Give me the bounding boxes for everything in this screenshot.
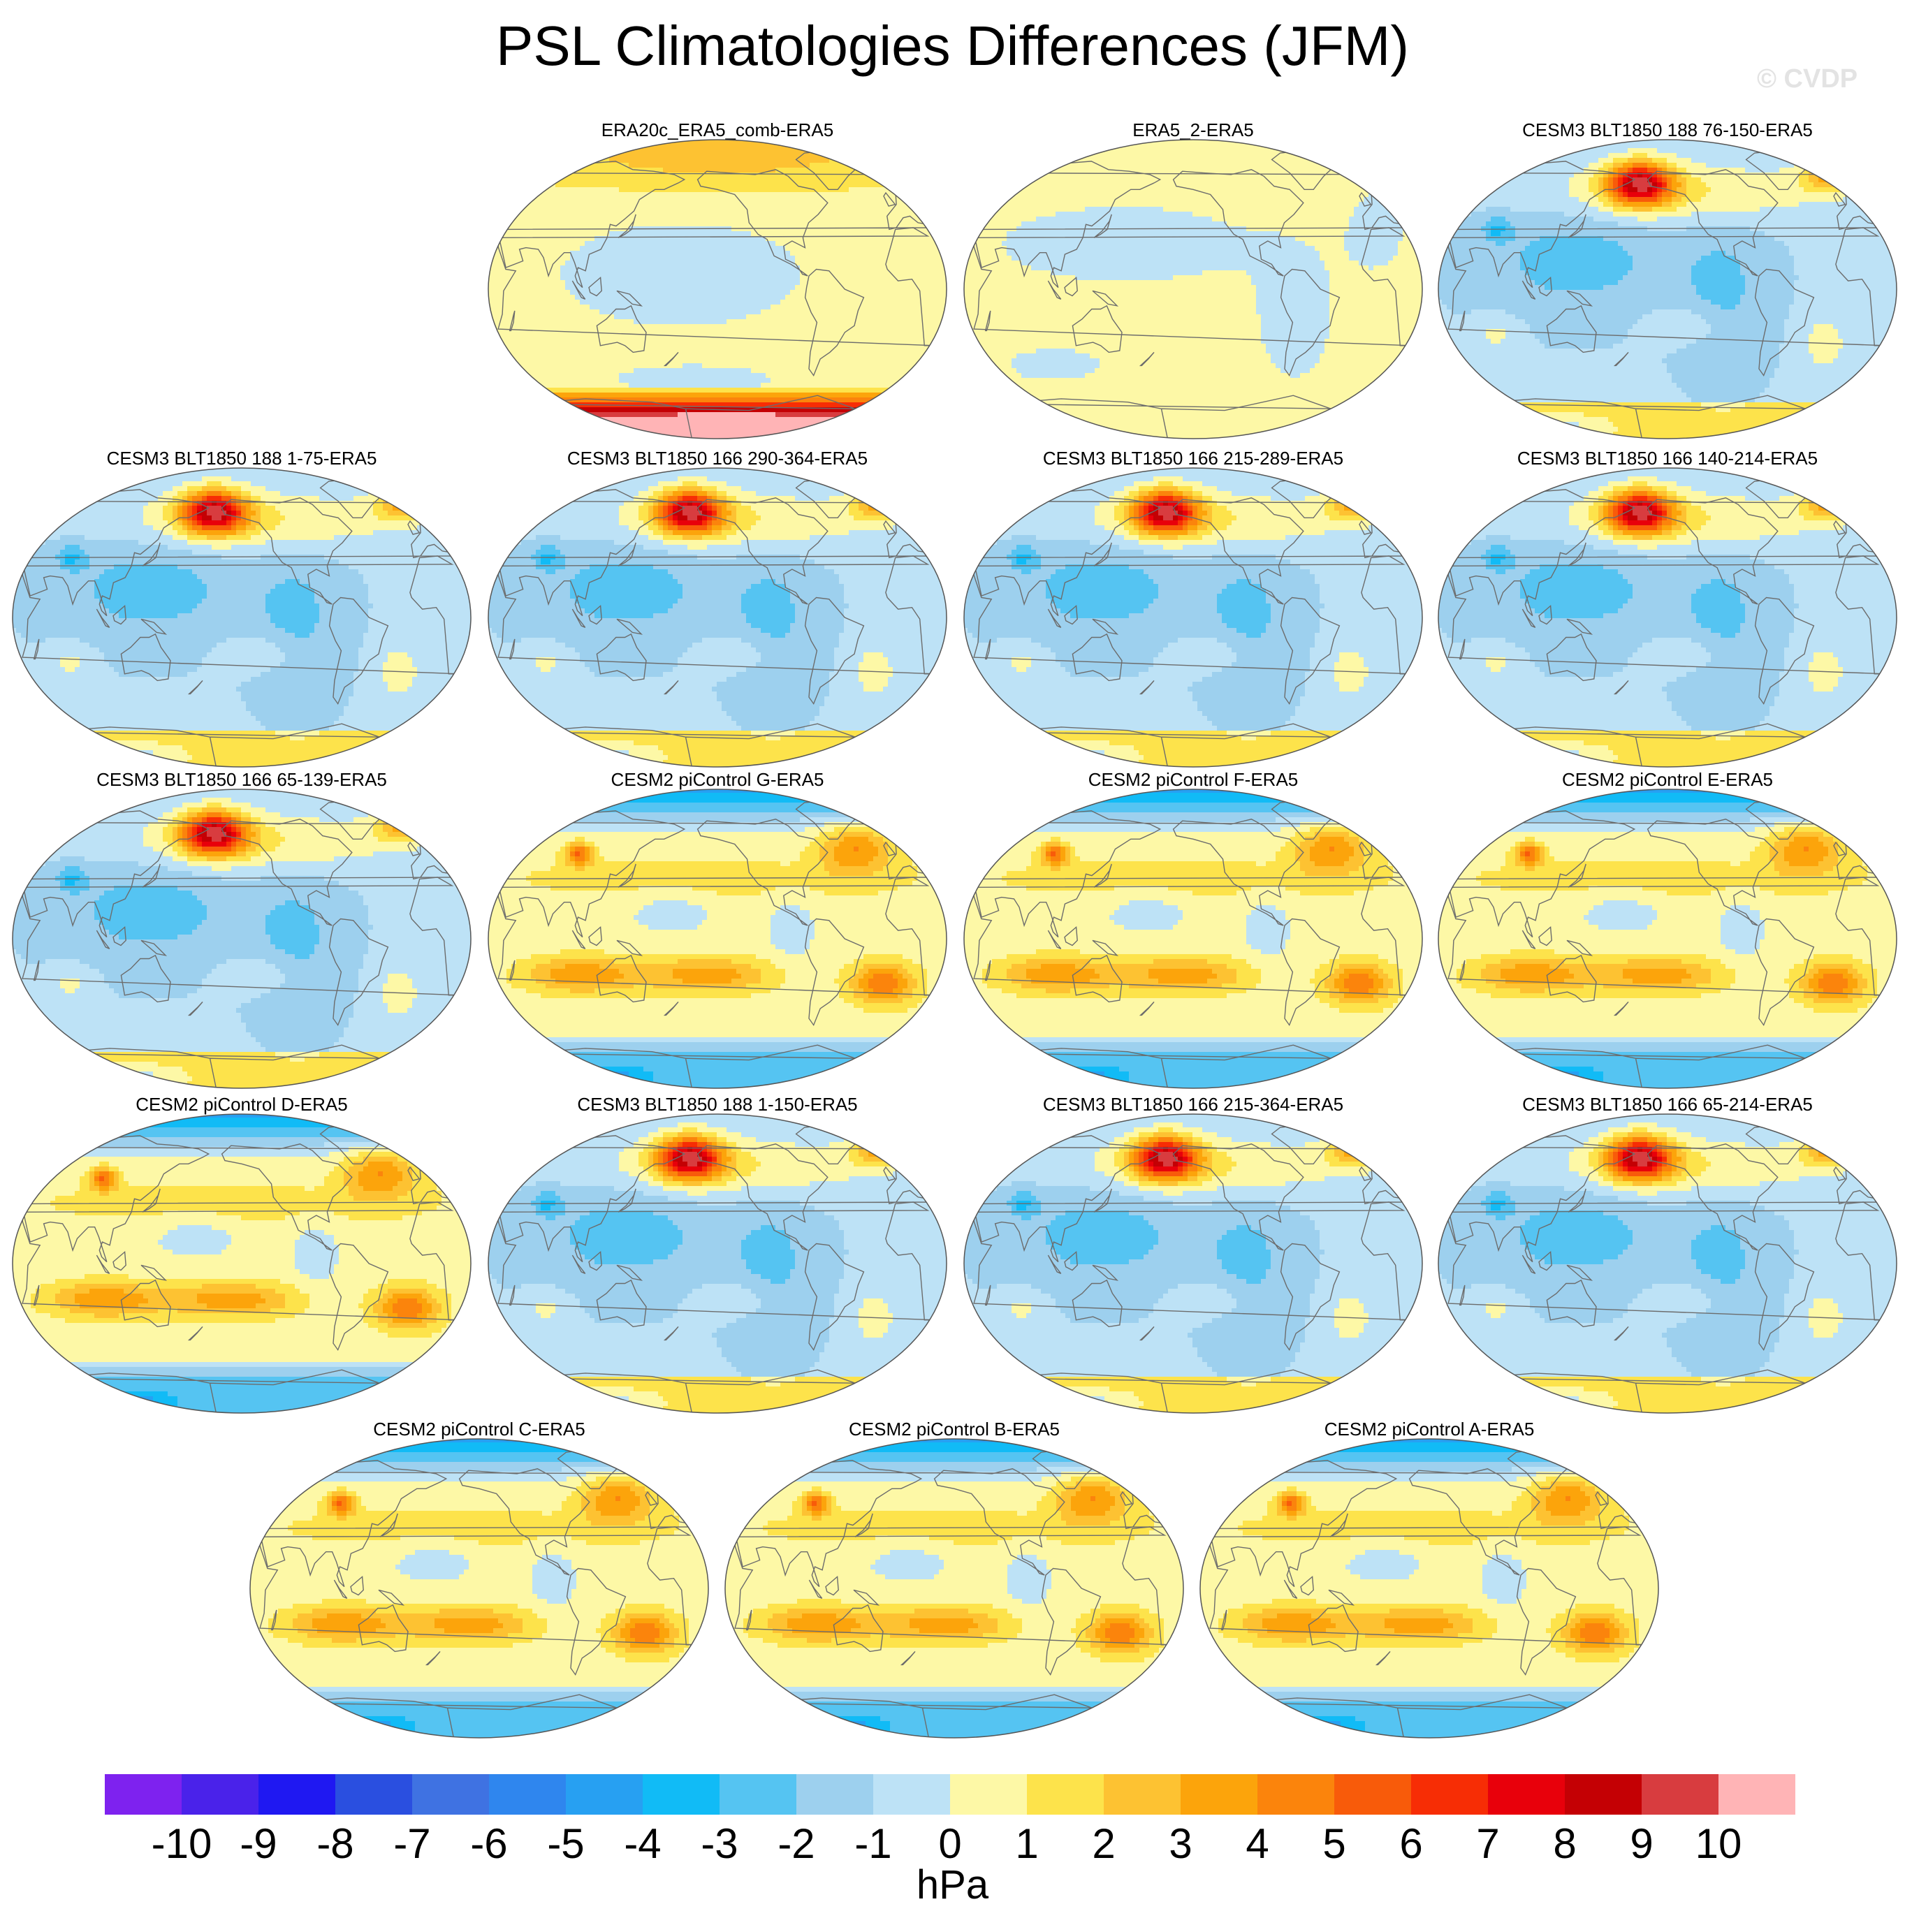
- map-plot: [487, 788, 948, 1090]
- colorbar-tick-label: 1: [1015, 1820, 1038, 1865]
- watermark: © CVDP: [1757, 64, 1857, 94]
- map-panel: CESM2 piControl E-ERA5: [1437, 768, 1898, 1090]
- colorbar-swatch: [1181, 1774, 1257, 1815]
- colorbar-tick-label: 5: [1322, 1820, 1345, 1865]
- colorbar-swatch: [643, 1774, 720, 1815]
- colorbar-tick-label: -3: [701, 1820, 738, 1865]
- colorbar-tick-label: 9: [1630, 1820, 1653, 1865]
- colorbar-swatch: [489, 1774, 566, 1815]
- map-panel: ERA5_2-ERA5: [963, 119, 1424, 440]
- colorbar-tick-label: -7: [393, 1820, 430, 1865]
- colorbar-swatch: [1565, 1774, 1642, 1815]
- colorbar-tick-label: -8: [316, 1820, 353, 1865]
- colorbar-tick-label: -4: [624, 1820, 661, 1865]
- map-panel: CESM3 BLT1850 188 1-150-ERA5: [487, 1093, 948, 1414]
- colorbar-swatch: [950, 1774, 1027, 1815]
- colorbar-swatch: [105, 1774, 182, 1815]
- map-panel: CESM3 BLT1850 166 65-139-ERA5: [11, 768, 472, 1090]
- map-panel: CESM2 piControl A-ERA5: [1199, 1418, 1660, 1739]
- map-plot: [1437, 467, 1898, 768]
- colorbar-tick-label: -2: [778, 1820, 815, 1865]
- map-panel: CESM3 BLT1850 166 215-289-ERA5: [963, 447, 1424, 768]
- colorbar-unit: hPa: [0, 1861, 1905, 1910]
- colorbar-swatch: [796, 1774, 873, 1815]
- colorbar: -10 -9 -8 -7 -6 -5 -4 -3 -2 -1 0 1 2 3 4 5 6 7 8 9 10: [105, 1774, 1800, 1865]
- map-plot: [487, 138, 948, 440]
- map-panel: CESM3 BLT1850 166 215-364-ERA5: [963, 1093, 1424, 1414]
- colorbar-tick-label: 3: [1169, 1820, 1192, 1865]
- page-title: PSL Climatologies Differences (JFM): [0, 13, 1905, 80]
- map-plot: [1437, 138, 1898, 440]
- map-plot: [1437, 788, 1898, 1090]
- colorbar-tick-label: 0: [938, 1820, 961, 1865]
- colorbar-tick-label: 6: [1399, 1820, 1422, 1865]
- colorbar-swatch: [720, 1774, 796, 1815]
- map-panel: CESM2 piControl B-ERA5: [724, 1418, 1185, 1739]
- map-plot: [249, 1437, 710, 1739]
- colorbar-swatch: [1104, 1774, 1181, 1815]
- colorbar-swatch: [182, 1774, 258, 1815]
- colorbar-swatch: [1488, 1774, 1565, 1815]
- map-panel: ERA20c_ERA5_comb-ERA5: [487, 119, 948, 440]
- colorbar-swatch: [1027, 1774, 1104, 1815]
- colorbar-swatch: [1642, 1774, 1718, 1815]
- colorbar-swatch: [566, 1774, 643, 1815]
- colorbar-tick-label: -5: [547, 1820, 584, 1865]
- colorbar-swatch: [258, 1774, 335, 1815]
- map-plot: [487, 467, 948, 768]
- colorbar-tick-label: 7: [1476, 1820, 1499, 1865]
- colorbar-swatch: [873, 1774, 950, 1815]
- map-panel: CESM3 BLT1850 188 1-75-ERA5: [11, 447, 472, 768]
- map-plot: [963, 1113, 1424, 1414]
- colorbar-swatch: [1334, 1774, 1411, 1815]
- map-plot: [11, 1113, 472, 1414]
- map-plot: [963, 138, 1424, 440]
- colorbar-swatch: [335, 1774, 412, 1815]
- map-panel: CESM2 piControl D-ERA5: [11, 1093, 472, 1414]
- colorbar-swatch: [412, 1774, 489, 1815]
- map-panel: CESM3 BLT1850 166 140-214-ERA5: [1437, 447, 1898, 768]
- map-plot: [724, 1437, 1185, 1739]
- map-panel: CESM2 piControl C-ERA5: [249, 1418, 710, 1739]
- colorbar-swatch: [1411, 1774, 1488, 1815]
- map-panel: CESM3 BLT1850 166 65-214-ERA5: [1437, 1093, 1898, 1414]
- colorbar-tick-label: -1: [854, 1820, 891, 1865]
- colorbar-swatch: [1718, 1774, 1795, 1815]
- colorbar-tick-label: 10: [1695, 1820, 1742, 1865]
- map-plot: [963, 788, 1424, 1090]
- map-plot: [11, 788, 472, 1090]
- map-panel: CESM3 BLT1850 188 76-150-ERA5: [1437, 119, 1898, 440]
- colorbar-tick-label: -10: [152, 1820, 212, 1865]
- map-plot: [11, 467, 472, 768]
- map-panel: CESM2 piControl F-ERA5: [963, 768, 1424, 1090]
- map-plot: [1199, 1437, 1660, 1739]
- colorbar-tick-label: -9: [240, 1820, 277, 1865]
- map-plot: [1437, 1113, 1898, 1414]
- colorbar-tick-label: 8: [1553, 1820, 1576, 1865]
- map-plot: [487, 1113, 948, 1414]
- map-plot: [963, 467, 1424, 768]
- map-panel: CESM2 piControl G-ERA5: [487, 768, 948, 1090]
- map-panel: CESM3 BLT1850 166 290-364-ERA5: [487, 447, 948, 768]
- colorbar-tick-label: -6: [470, 1820, 507, 1865]
- colorbar-tick-label: 4: [1246, 1820, 1269, 1865]
- colorbar-tick-label: 2: [1092, 1820, 1115, 1865]
- colorbar-swatch: [1257, 1774, 1334, 1815]
